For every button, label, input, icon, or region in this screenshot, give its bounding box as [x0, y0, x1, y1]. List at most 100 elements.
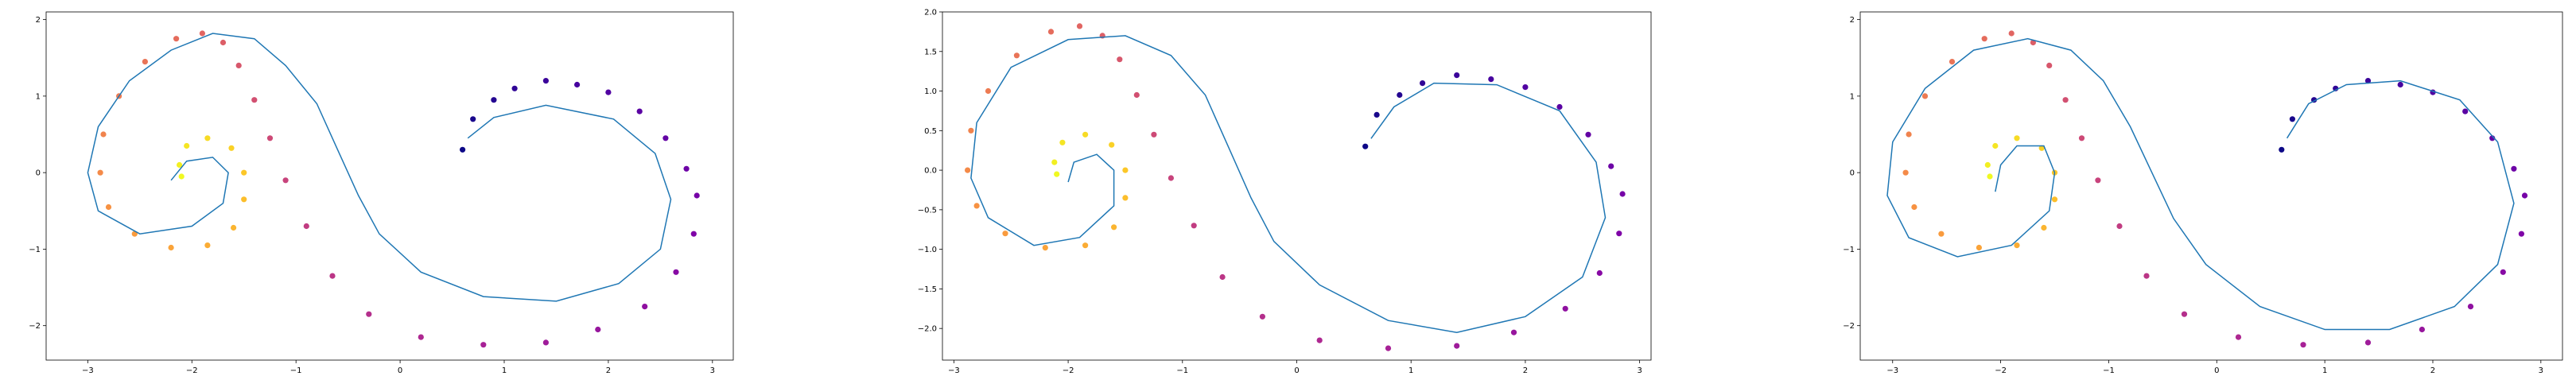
x-tick-label: 0: [2214, 366, 2219, 375]
scatter-point: [662, 135, 669, 141]
scatter-point: [204, 242, 211, 249]
scatter-point: [1076, 23, 1083, 29]
scatter-point: [1556, 103, 1563, 110]
scatter-point: [968, 127, 974, 134]
scatter-point: [178, 173, 185, 180]
scatter-point: [282, 177, 289, 184]
scatter-point: [1373, 111, 1380, 118]
scatter-point: [470, 116, 476, 122]
scatter-point: [1454, 72, 1460, 79]
x-tick-label: −2: [186, 366, 198, 375]
x-tick-label: 3: [2539, 366, 2543, 375]
scatter-point: [1522, 84, 1529, 91]
y-tick-label: −2.0: [918, 325, 937, 334]
scatter-point: [105, 204, 112, 211]
x-tick-label: 3: [1637, 366, 1642, 375]
scatter-point: [1454, 343, 1460, 349]
scatter-point: [2364, 78, 2372, 84]
scatter-point: [2364, 339, 2372, 346]
scatter-point: [1992, 142, 1999, 149]
x-tick-label: 1: [1408, 366, 1413, 375]
scatter-point: [329, 273, 336, 279]
scatter-point: [491, 97, 497, 103]
scatter-point: [2014, 242, 2020, 249]
y-tick-label: −1: [1843, 246, 1855, 254]
scatter-point: [1133, 91, 1140, 99]
x-tick-label: 1: [2322, 366, 2327, 375]
scatter-point: [2279, 146, 2285, 153]
scatter-point: [418, 334, 424, 340]
y-tick-label: −1: [29, 246, 41, 254]
scatter-point: [1219, 273, 1226, 281]
x-tick-label: 2: [1523, 366, 1528, 375]
scatter-point: [2518, 231, 2524, 237]
scatter-point: [100, 131, 107, 138]
scatter-point: [228, 145, 235, 151]
x-tick-label: −3: [948, 366, 960, 375]
scatter-point: [1608, 163, 1614, 169]
scatter-point: [366, 311, 372, 317]
scatter-point: [511, 85, 518, 91]
scatter-point: [2521, 192, 2528, 199]
scatter-point: [673, 269, 679, 275]
scatter-point: [1082, 131, 1089, 138]
scatter-point: [204, 135, 211, 141]
scatter-point: [2062, 97, 2069, 103]
scatter-point: [1976, 244, 1982, 251]
scatter-point: [241, 196, 247, 203]
scatter-point: [542, 78, 550, 84]
subplot-3: −3 −2 −1 0 1 2 3 −2 −1 0 1 2: [1843, 11, 2563, 375]
scatter-point: [2051, 196, 2058, 203]
scatter-point: [2046, 62, 2053, 68]
scatter-point: [1109, 141, 1115, 148]
x-tick-label: −2: [1063, 366, 1074, 375]
scatter-point: [2467, 304, 2474, 310]
scatter-point: [2038, 145, 2045, 151]
y-tick-label: 0: [1850, 169, 1855, 178]
x-tick-label: 0: [398, 366, 402, 375]
scatter-point: [1316, 337, 1323, 343]
scatter-point: [1111, 224, 1117, 231]
scatter-point: [184, 142, 190, 149]
scatter-point: [1984, 161, 1991, 169]
scatter-point: [542, 339, 550, 346]
scatter-point: [1122, 195, 1129, 201]
scatter-point: [2235, 334, 2242, 340]
scatter-point: [480, 342, 487, 348]
x-tick-label: −1: [290, 366, 302, 375]
scatter-point: [1042, 245, 1048, 251]
x-tick-label: 3: [710, 366, 715, 375]
scatter-point: [605, 89, 612, 95]
scatter-point: [642, 304, 648, 310]
curve-line: [1886, 37, 2515, 331]
scatter-point: [97, 169, 103, 176]
scatter-point: [683, 165, 690, 172]
x-tick-label: 1: [502, 366, 507, 375]
y-tick-label: 1.0: [924, 87, 937, 96]
scatter-point: [1488, 76, 1494, 83]
y-tick-label: −1.5: [918, 285, 937, 294]
scatter-point: [2116, 223, 2123, 230]
scatter-point: [1987, 173, 1993, 180]
y-tick-label: 1: [1850, 92, 1855, 101]
scatter-point: [1397, 91, 1403, 99]
x-tick-label: −1: [2103, 366, 2115, 375]
scatter-point: [690, 231, 697, 237]
axes-frame: [942, 11, 1652, 361]
scatter-point: [168, 244, 174, 251]
scatter-point: [595, 326, 601, 333]
scatter-point: [2289, 116, 2295, 122]
scatter-point: [2041, 224, 2047, 231]
scatter-point: [1362, 143, 1369, 149]
scatter-point: [460, 146, 466, 153]
scatter-point: [1616, 231, 1622, 237]
scatter-point: [220, 39, 227, 46]
scatter-point: [965, 167, 971, 173]
scatter-point: [1191, 223, 1197, 229]
scatter-point: [694, 192, 700, 199]
y-tick-label: 0.0: [924, 167, 937, 176]
y-tick-label: 1: [36, 92, 41, 101]
y-tick-label: 2.0: [924, 9, 937, 17]
x-tick-label: −3: [82, 366, 94, 375]
scatter-point: [235, 62, 242, 68]
